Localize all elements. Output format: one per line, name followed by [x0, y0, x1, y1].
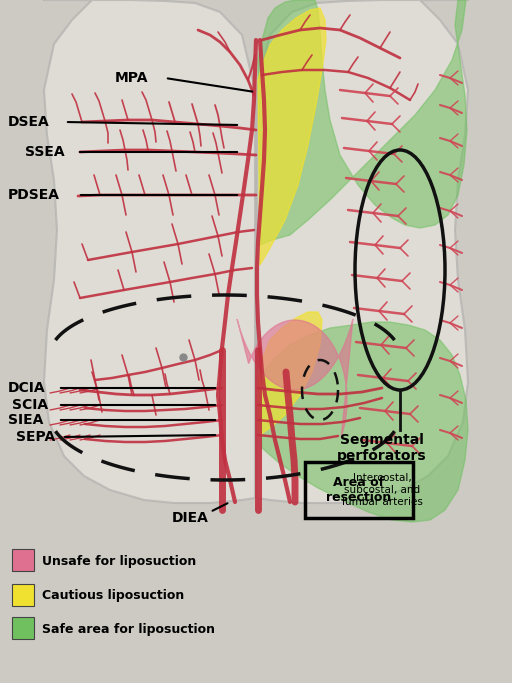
Bar [305, 462, 413, 518]
Text: DCIA: DCIA [8, 381, 46, 395]
Polygon shape [44, 0, 255, 503]
Text: PDSEA: PDSEA [8, 188, 60, 202]
Text: Intercostal,
subcostal, and
lumbar arteries: Intercostal, subcostal, and lumbar arter… [342, 473, 422, 507]
Text: Unsafe for liposuction: Unsafe for liposuction [42, 555, 196, 568]
Text: MPA: MPA [115, 71, 148, 85]
Bar [12, 549, 34, 571]
Polygon shape [258, 8, 326, 265]
Text: SEPA: SEPA [16, 430, 55, 444]
Bar [12, 584, 34, 606]
Polygon shape [258, 312, 322, 435]
Polygon shape [237, 319, 353, 436]
Text: Safe area for liposuction: Safe area for liposuction [42, 622, 215, 635]
Text: DSEA: DSEA [8, 115, 50, 129]
Bar [12, 617, 34, 639]
Polygon shape [258, 0, 467, 245]
Text: Cautious liposuction: Cautious liposuction [42, 589, 184, 602]
Text: SSEA: SSEA [25, 145, 65, 159]
Text: SIEA: SIEA [8, 413, 44, 427]
Polygon shape [258, 322, 468, 522]
Text: Segmental
perforators: Segmental perforators [337, 433, 427, 463]
Text: SCIA: SCIA [12, 398, 48, 412]
Text: Area of
resection: Area of resection [326, 476, 392, 504]
Text: DIEA: DIEA [172, 511, 208, 525]
Polygon shape [257, 0, 468, 503]
